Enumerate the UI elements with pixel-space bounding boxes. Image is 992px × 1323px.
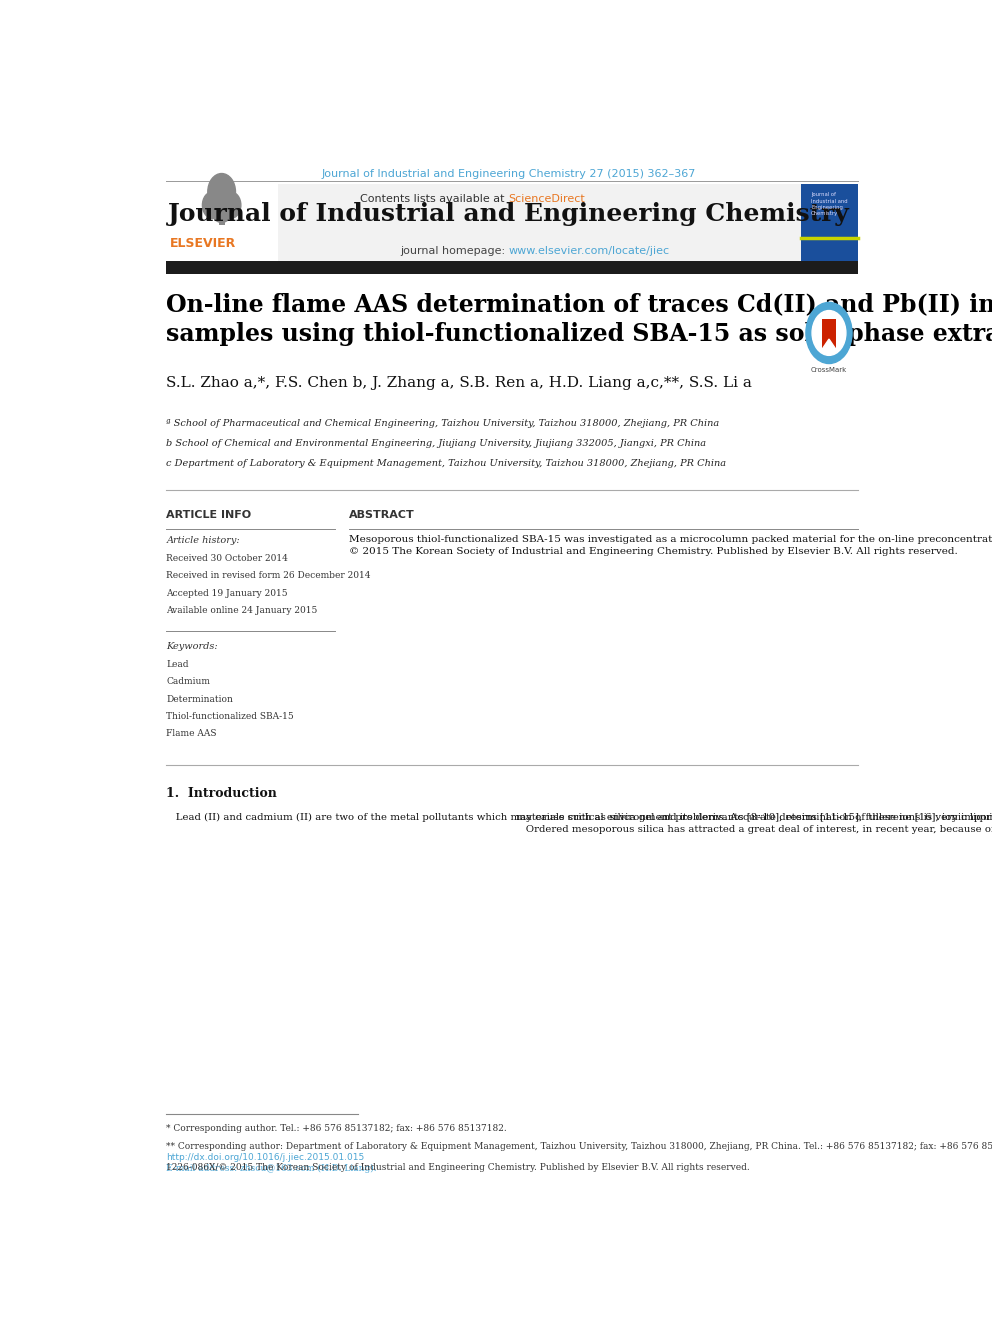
Text: * Corresponding author. Tel.: +86 576 85137182; fax: +86 576 85137182.: * Corresponding author. Tel.: +86 576 85… [167,1125,507,1134]
Text: ª School of Pharmaceutical and Chemical Engineering, Taizhou University, Taizhou: ª School of Pharmaceutical and Chemical … [167,418,719,427]
Circle shape [221,192,241,218]
FancyBboxPatch shape [167,261,858,274]
Text: Flame AAS: Flame AAS [167,729,217,738]
Text: On-line flame AAS determination of traces Cd(II) and Pb(II) in water
samples usi: On-line flame AAS determination of trace… [167,292,992,345]
Text: ABSTRACT: ABSTRACT [349,511,415,520]
Text: 1226-086X/© 2015 The Korean Society of Industrial and Engineering Chemistry. Pub: 1226-086X/© 2015 The Korean Society of I… [167,1163,750,1172]
Circle shape [806,303,852,364]
Text: E-mail address: zhscu@163.com (H.D. Liang).: E-mail address: zhscu@163.com (H.D. Lian… [167,1164,377,1174]
Text: Received in revised form 26 December 2014: Received in revised form 26 December 201… [167,572,371,581]
Text: b School of Chemical and Environmental Engineering, Jiujiang University, Jiujian: b School of Chemical and Environmental E… [167,439,706,448]
Text: Received 30 October 2014: Received 30 October 2014 [167,554,288,564]
Text: materials such as silica gel and its derivants [8–10], resins [11–15], fullerene: materials such as silica gel and its der… [516,812,992,833]
Circle shape [202,192,222,218]
FancyBboxPatch shape [278,184,801,261]
Text: c Department of Laboratory & Equipment Management, Taizhou University, Taizhou 3: c Department of Laboratory & Equipment M… [167,459,726,468]
FancyBboxPatch shape [822,319,836,349]
Text: Article history:: Article history: [167,536,240,545]
Text: Lead: Lead [167,660,188,669]
FancyBboxPatch shape [801,184,858,261]
Text: ELSEVIER: ELSEVIER [171,237,236,250]
Text: ** Corresponding author: Department of Laboratory & Equipment Management, Taizho: ** Corresponding author: Department of L… [167,1142,992,1151]
Text: ScienceDirect: ScienceDirect [509,194,585,205]
Text: S.L. Zhao a,*, F.S. Chen b, J. Zhang a, S.B. Ren a, H.D. Liang a,c,**, S.S. Li a: S.L. Zhao a,*, F.S. Chen b, J. Zhang a, … [167,376,752,390]
Circle shape [210,192,233,222]
Text: ARTICLE INFO: ARTICLE INFO [167,511,251,520]
Text: CrossMark: CrossMark [810,366,847,373]
FancyBboxPatch shape [167,184,278,261]
Circle shape [207,173,235,210]
Text: Available online 24 January 2015: Available online 24 January 2015 [167,606,317,615]
Text: Cadmium: Cadmium [167,677,210,687]
Text: Thiol-functionalized SBA-15: Thiol-functionalized SBA-15 [167,712,294,721]
Text: 1.  Introduction: 1. Introduction [167,787,277,800]
Text: Keywords:: Keywords: [167,642,218,651]
Text: Mesoporous thiol-functionalized SBA-15 was investigated as a microcolumn packed : Mesoporous thiol-functionalized SBA-15 w… [349,534,992,556]
Text: journal homepage:: journal homepage: [400,246,509,257]
Text: Determination: Determination [167,695,233,704]
Text: http://dx.doi.org/10.1016/j.jiec.2015.01.015: http://dx.doi.org/10.1016/j.jiec.2015.01… [167,1154,364,1162]
Polygon shape [822,339,836,349]
Text: Journal of Industrial and Engineering Chemistry: Journal of Industrial and Engineering Ch… [168,202,849,226]
Text: Contents lists available at: Contents lists available at [360,194,509,205]
FancyBboxPatch shape [218,208,225,225]
Text: Accepted 19 January 2015: Accepted 19 January 2015 [167,589,288,598]
Circle shape [812,311,846,356]
Text: Lead (II) and cadmium (II) are two of the metal pollutants which may cause criti: Lead (II) and cadmium (II) are two of th… [167,812,992,822]
Text: Journal of
Industrial and
Engineering
Chemistry: Journal of Industrial and Engineering Ch… [811,192,848,216]
Text: Journal of Industrial and Engineering Chemistry 27 (2015) 362–367: Journal of Industrial and Engineering Ch… [321,169,695,179]
Text: www.elsevier.com/locate/jiec: www.elsevier.com/locate/jiec [509,246,670,257]
